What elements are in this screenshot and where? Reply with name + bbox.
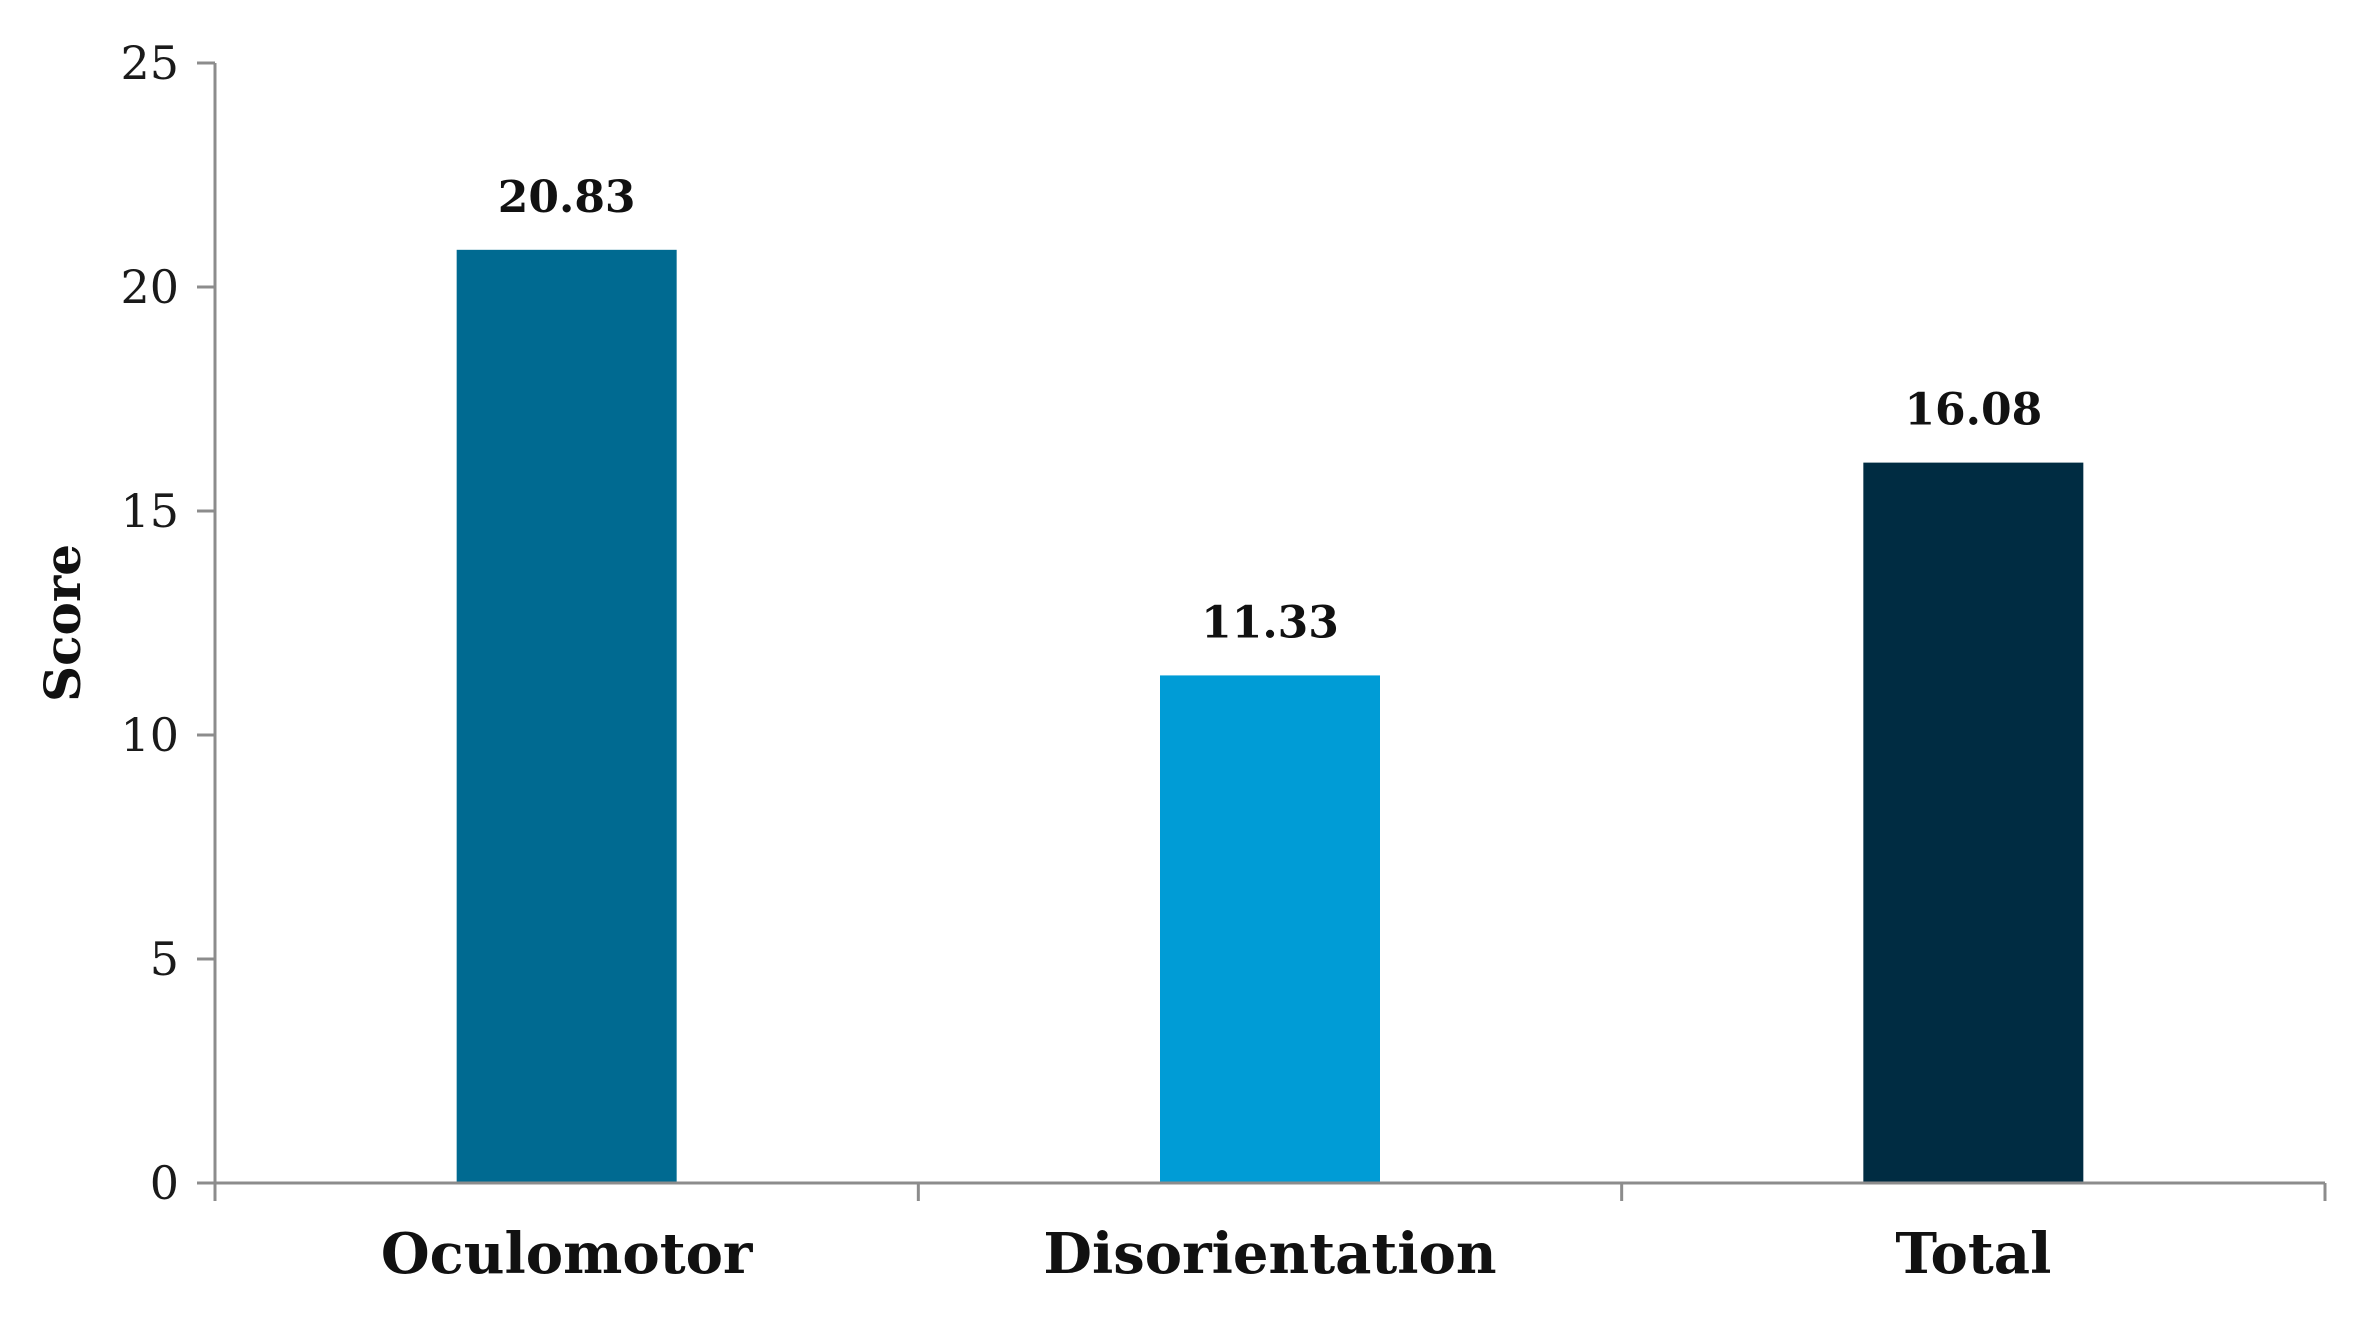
bars [456, 249, 2084, 1184]
x-axis-ticks: Oculomotor Disorientation Total [213, 1183, 2327, 1287]
y-axis-title: Score [33, 544, 92, 702]
bar-total [1863, 462, 2084, 1184]
data-labels: 20.83 11.33 16.08 [498, 172, 2042, 649]
data-label: 16.08 [1904, 385, 2042, 436]
x-category-label: Oculomotor [381, 1221, 754, 1287]
y-tick-label: 15 [120, 484, 179, 538]
y-tick-label: 25 [120, 36, 179, 90]
bar-oculomotor [456, 249, 677, 1184]
y-axis-ticks: 0 5 10 15 20 25 [120, 36, 215, 1210]
y-tick-label: 20 [120, 260, 179, 314]
y-tick-label: 5 [150, 932, 179, 986]
bar-disorientation [1160, 675, 1380, 1183]
data-label: 11.33 [1201, 597, 1339, 648]
y-tick-label: 10 [120, 708, 179, 762]
x-category-label: Disorientation [1043, 1221, 1496, 1287]
y-tick-label: 0 [150, 1156, 179, 1210]
x-category-label: Total [1895, 1221, 2051, 1287]
data-label: 20.83 [498, 172, 636, 223]
